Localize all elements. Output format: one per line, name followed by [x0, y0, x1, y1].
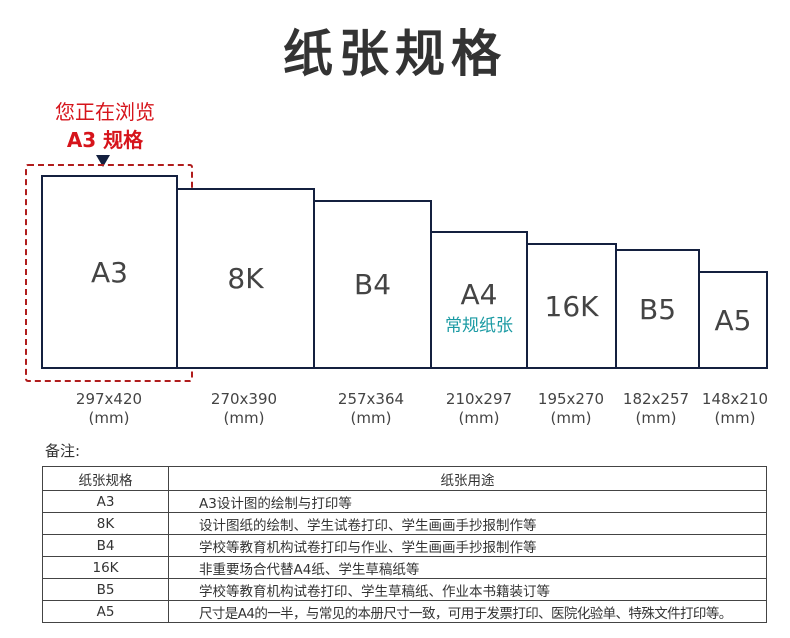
column-header: 纸张用途: [168, 466, 767, 491]
paper-16k[interactable]: 16K: [526, 243, 617, 369]
size: 195x270: [537, 390, 605, 408]
table-row: B5 学校等教育机构试卷打印、学生草稿纸、作业本书籍装订等: [42, 578, 767, 601]
unit: (mm): [88, 409, 130, 427]
paper-label: B4: [353, 268, 392, 301]
dimension-16k: 195x270 (mm): [521, 390, 621, 428]
table-row: B4 学校等教育机构试卷打印与作业、学生画画手抄报制作等: [42, 534, 767, 557]
unit: (mm): [350, 409, 392, 427]
paper-sublabel: 常规纸张: [445, 316, 513, 336]
table-row: 16K 非重要场合代替A4纸、学生草稿纸等: [42, 556, 767, 579]
cell-size: 16K: [42, 556, 169, 579]
paper-label: B5: [638, 292, 677, 326]
cell-usage: 尺寸是A4的一半，与常见的本册尺寸一致，可用于发票打印、医院化验单、特殊文件打印…: [168, 600, 767, 623]
paper-8k[interactable]: 8K: [176, 188, 315, 369]
unit: (mm): [635, 409, 677, 427]
dimension-b5: 182x257 (mm): [606, 390, 706, 428]
paper-label: 16K: [544, 289, 599, 323]
size: 182x257: [622, 390, 690, 408]
paper-b4[interactable]: B4: [313, 200, 432, 369]
browsing-label: 您正在浏览: [55, 100, 155, 124]
paper-label: A4: [460, 278, 498, 311]
dimension-a3: 297x420 (mm): [59, 390, 159, 428]
usage-table: 纸张规格 纸张用途 A3 A3设计图的绘制与打印等 8K 设计图纸的绘制、学生试卷打印…: [42, 466, 767, 623]
paper-a4[interactable]: A4 常规纸张: [430, 231, 528, 369]
table-row: A5 尺寸是A4的一半，与常见的本册尺寸一致，可用于发票打印、医院化验单、特殊文件…: [42, 600, 767, 623]
size: 297x420: [75, 390, 143, 408]
column-header: 纸张规格: [42, 466, 169, 491]
cell-usage: 学校等教育机构试卷打印与作业、学生画画手抄报制作等: [168, 534, 767, 557]
size: 148x210: [701, 390, 769, 408]
cell-size: B5: [42, 578, 169, 601]
cell-size: A3: [42, 490, 169, 513]
size: 270x390: [210, 390, 278, 408]
note-label: 备注:: [45, 442, 81, 460]
table-row: A3 A3设计图的绘制与打印等: [42, 490, 767, 513]
paper-a3[interactable]: A3: [41, 175, 178, 369]
cell-usage: A3设计图的绘制与打印等: [168, 490, 767, 513]
dimension-a4: 210x297 (mm): [429, 390, 529, 428]
cell-size: B4: [42, 534, 169, 557]
unit: (mm): [458, 409, 500, 427]
dimension-b4: 257x364 (mm): [321, 390, 421, 428]
size: 257x364: [337, 390, 405, 408]
unit: (mm): [550, 409, 592, 427]
page-title: 纸张规格: [283, 25, 507, 83]
paper-a5[interactable]: A5: [698, 271, 768, 369]
cell-size: A5: [42, 600, 169, 623]
dimension-8k: 270x390 (mm): [194, 390, 294, 428]
paper-label: A5: [714, 303, 752, 337]
table-header: 纸张规格 纸张用途: [42, 466, 767, 491]
table-row: 8K 设计图纸的绘制、学生试卷打印、学生画画手抄报制作等: [42, 512, 767, 535]
cell-usage: 学校等教育机构试卷打印、学生草稿纸、作业本书籍装订等: [168, 578, 767, 601]
unit: (mm): [223, 409, 265, 427]
dimension-a5: 148x210 (mm): [685, 390, 785, 428]
unit: (mm): [714, 409, 756, 427]
cell-size: 8K: [42, 512, 169, 535]
paper-label: 8K: [227, 262, 264, 295]
cell-usage: 非重要场合代替A4纸、学生草稿纸等: [168, 556, 767, 579]
size: 210x297: [445, 390, 513, 408]
current-size-label: A3 规格: [66, 128, 144, 152]
cell-usage: 设计图纸的绘制、学生试卷打印、学生画画手抄报制作等: [168, 512, 767, 535]
paper-label: A3: [91, 255, 128, 289]
paper-b5[interactable]: B5: [615, 249, 700, 369]
